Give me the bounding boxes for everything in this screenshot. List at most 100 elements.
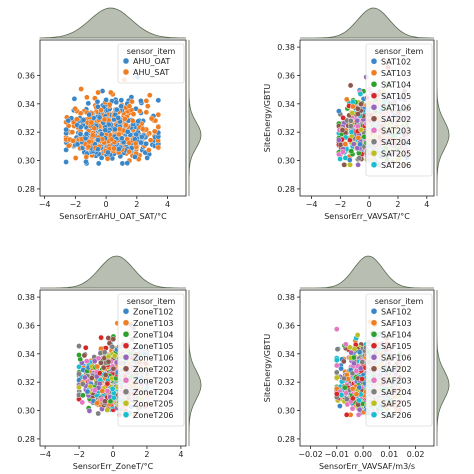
point-AHU_SAT: [88, 119, 95, 126]
legend-title: sensor_item: [127, 47, 176, 56]
legend-marker: [370, 319, 378, 326]
point-ZoneT205: [111, 353, 118, 359]
point-SAT102: [336, 108, 342, 114]
legend-marker: [122, 365, 130, 372]
point-AHU_OAT: [63, 126, 69, 133]
x-tick-label: 0: [367, 200, 372, 209]
point-SAF203: [342, 341, 349, 348]
y-tick-label: 0.28: [17, 185, 35, 194]
point-SAF105: [343, 411, 350, 418]
legend-label: SAF105: [381, 342, 412, 351]
x-density: [300, 255, 434, 289]
point-ZoneT103: [99, 388, 106, 394]
point-SAF204: [359, 359, 366, 365]
y-tick-label: 0.28: [277, 435, 295, 444]
point-AHU_OAT: [102, 127, 109, 133]
point-AHU_OAT: [155, 97, 162, 104]
point-ZoneT204: [109, 343, 116, 350]
point-SAT102: [346, 157, 353, 163]
point-ZoneT204: [76, 343, 82, 349]
legend-marker: [122, 331, 130, 338]
point-AHU_OAT: [80, 117, 87, 123]
point-AHU_OAT: [86, 111, 92, 118]
y-tick-label: 0.34: [17, 350, 35, 359]
legend-label: SAT202: [381, 115, 411, 124]
point-SAF204: [343, 396, 350, 403]
x-tick-label: −2: [73, 450, 85, 459]
x-axis-label: SensorErr_VAVSAT/°C: [324, 212, 410, 221]
point-SAF203: [355, 411, 362, 418]
point-SAF203: [353, 368, 360, 374]
legend-marker: [370, 69, 378, 76]
point-AHU_SAT: [151, 128, 158, 135]
point-SAF104: [350, 354, 357, 361]
point-SAT204: [347, 123, 354, 129]
point-AHU_SAT: [130, 111, 137, 117]
marginal-right: [188, 290, 202, 446]
legend-marker: [370, 331, 378, 338]
point-AHU_SAT: [70, 137, 76, 144]
point-AHU_OAT: [71, 96, 78, 102]
point-AHU_OAT: [98, 154, 105, 161]
marginal-right: [436, 290, 450, 446]
point-SAT106: [336, 137, 342, 143]
point-AHU_SAT: [101, 116, 108, 123]
point-AHU_OAT: [98, 131, 105, 138]
point-AHU_OAT: [113, 99, 120, 106]
marginal-right: [188, 40, 202, 196]
y-tick-label: 0.36: [277, 321, 295, 330]
legend-marker: [122, 354, 130, 361]
point-AHU_SAT: [147, 137, 154, 143]
legend-marker: [122, 400, 130, 407]
point-AHU_SAT: [111, 145, 117, 152]
legend-marker: [370, 342, 378, 349]
point-ZoneT103: [94, 400, 100, 406]
marginal-top: [300, 255, 434, 289]
subplot-3: −4 −2 0 2 4 0.28 0.30 0.32 0.34 0.36 0.38 SensorErr…: [17, 255, 202, 471]
legend-label: SAF102: [381, 307, 412, 316]
legend-marker: [370, 104, 378, 111]
point-AHU_OAT: [77, 131, 84, 137]
legend-marker: [122, 377, 130, 384]
point-SAT203: [340, 149, 346, 155]
y-tick-label: 0.32: [277, 128, 295, 137]
legend-box: [117, 293, 185, 427]
point-SAT204: [347, 118, 354, 124]
point-AHU_SAT: [143, 109, 150, 116]
y-tick-label: 0.28: [17, 435, 35, 444]
legend-label: SAF106: [381, 353, 412, 362]
point-SAF203: [349, 405, 356, 412]
legend-marker: [122, 411, 130, 418]
point-ZoneT206: [111, 394, 117, 401]
point-AHU_OAT: [74, 141, 81, 148]
legend-label: ZoneT102: [133, 307, 174, 316]
legend-box: [365, 293, 433, 427]
y-tick-label: 0.34: [277, 350, 295, 359]
point-SAF206: [338, 392, 345, 398]
point-SAF103: [353, 391, 360, 398]
legend-marker: [122, 342, 130, 349]
point-SAT204: [356, 155, 363, 161]
legend-label: AHU_OAT: [133, 57, 170, 66]
point-SAT105: [340, 115, 346, 121]
y-tick-label: 0.30: [277, 407, 295, 416]
y-axis-label: SiteEnergy/GBTU: [263, 334, 272, 403]
legend-marker: [122, 57, 130, 65]
point-SAT205: [349, 110, 356, 116]
point-SAF203: [333, 326, 340, 332]
point-ZoneT105: [83, 344, 89, 351]
point-ZoneT102: [84, 388, 91, 395]
point-AHU_OAT: [95, 137, 101, 143]
point-AHU_OAT: [124, 160, 131, 166]
point-SAF205: [351, 346, 358, 352]
y-tick-label: 0.30: [17, 157, 35, 166]
point-AHU_SAT: [86, 138, 93, 145]
legend-marker: [122, 68, 130, 76]
point-AHU_SAT: [65, 142, 72, 149]
legend-label: ZoneT202: [133, 365, 174, 374]
point-AHU_SAT: [108, 89, 114, 96]
point-AHU_SAT: [106, 101, 113, 108]
y-density: [436, 290, 450, 446]
point-SAF204: [334, 346, 341, 353]
